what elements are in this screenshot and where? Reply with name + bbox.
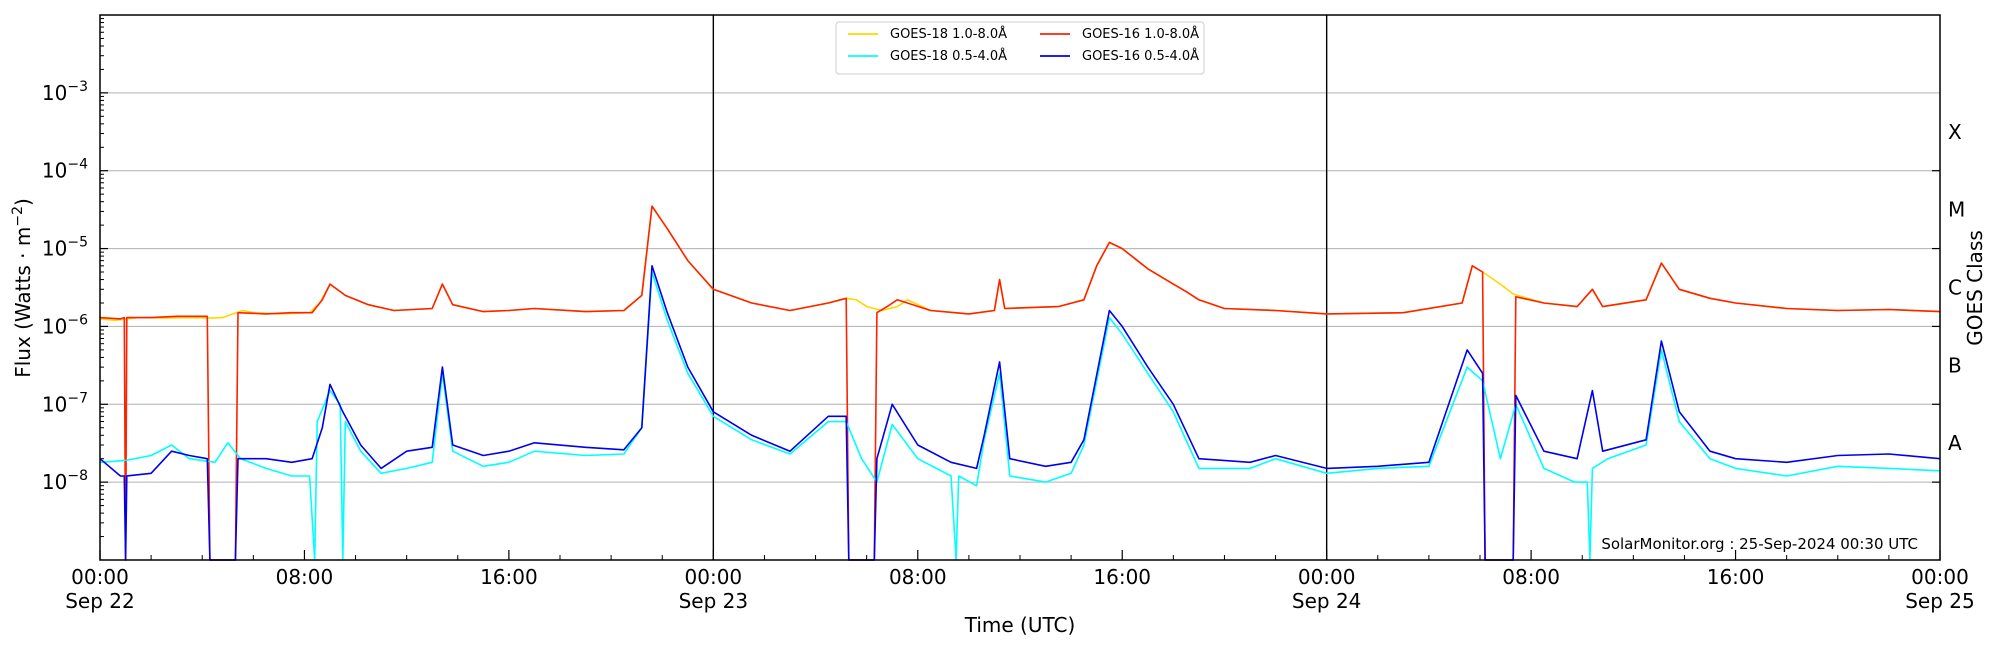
x-tick-label-date-9: Sep 25 — [1905, 589, 1975, 613]
y-tick-label-base: 10 — [42, 470, 67, 494]
goes-class-m: M — [1948, 198, 1965, 222]
y-tick-label-5: 10−3 — [42, 79, 88, 105]
x-tick-label-time-2: 16:00 — [480, 565, 538, 589]
goes-class-a: A — [1948, 431, 1962, 455]
x-tick-label-time-6: 00:00 — [1298, 565, 1356, 589]
y-tick-label-base: 10 — [42, 314, 67, 338]
grid-lines — [100, 92, 1940, 483]
y-tick-label-base: 10 — [42, 392, 67, 416]
y-tick-label-0: 10−8 — [42, 468, 88, 494]
y-tick-label-4: 10−4 — [42, 157, 88, 183]
y-tick-label-exp: −3 — [67, 79, 88, 95]
legend-box — [835, 21, 1205, 75]
series-line-1 — [99, 205, 1941, 561]
goes-class-labels: A B C M X — [1932, 120, 1965, 483]
x-axis-title: Time (UTC) — [964, 613, 1076, 637]
y-tick-label-base: 10 — [42, 159, 67, 183]
y-tick-label-1: 10−7 — [42, 390, 88, 416]
legend-label-0: GOES-18 1.0-8.0Å — [890, 26, 1007, 42]
series-line-2 — [99, 271, 1941, 561]
y-tick-label-exp: −7 — [67, 390, 88, 406]
x-tick-label-time-5: 16:00 — [1093, 565, 1151, 589]
legend-label-3: GOES-16 0.5-4.0Å — [1082, 48, 1199, 64]
legend-label-1: GOES-16 1.0-8.0Å — [1082, 26, 1199, 42]
x-tick-label-time-7: 08:00 — [1502, 565, 1560, 589]
x-tick-label-time-1: 08:00 — [276, 565, 334, 589]
y-tick-label-base: 10 — [42, 81, 67, 105]
series-lines — [99, 205, 1941, 561]
x-tick-label-time-9: 00:00 — [1911, 565, 1969, 589]
goes-class-c: C — [1948, 276, 1962, 300]
y-tick-label-exp: −5 — [67, 235, 88, 251]
y-tick-label-base: 10 — [42, 237, 67, 261]
y-axis-title: Flux (Watts · m−2) — [10, 198, 35, 378]
y-tick-label-3: 10−5 — [42, 235, 88, 261]
legend: GOES-18 1.0-8.0Å GOES-18 0.5-4.0Å GOES-16 … — [835, 21, 1205, 75]
x-tick-label-time-8: 16:00 — [1707, 565, 1765, 589]
x-tick-label-date-3: Sep 23 — [679, 589, 749, 613]
y-axis-title-main: Flux (Watts · m — [11, 227, 35, 378]
y-tick-label-exp: −8 — [67, 468, 88, 484]
credit-text: SolarMonitor.org : 25-Sep-2024 00:30 UTC — [1601, 535, 1918, 553]
goes-class-b: B — [1948, 353, 1962, 377]
goes-class-x: X — [1948, 120, 1962, 144]
y-tick-label-2: 10−6 — [42, 312, 88, 338]
x-tick-label-date-0: Sep 22 — [65, 589, 135, 613]
y-tick-label-exp: −6 — [67, 312, 88, 328]
axis-ticks — [99, 18, 1941, 560]
y-axis-title-end: ) — [11, 198, 35, 206]
y-tick-label-exp: −4 — [67, 157, 88, 173]
x-tick-label-date-6: Sep 24 — [1292, 589, 1362, 613]
x-tick-label-time-3: 00:00 — [685, 565, 743, 589]
right-axis-title: GOES Class — [1963, 230, 1987, 346]
x-tick-label-time-4: 08:00 — [889, 565, 947, 589]
x-tick-label-time-0: 00:00 — [71, 565, 129, 589]
y-axis-title-sup: −2 — [10, 206, 26, 227]
legend-label-2: GOES-18 0.5-4.0Å — [890, 48, 1007, 64]
